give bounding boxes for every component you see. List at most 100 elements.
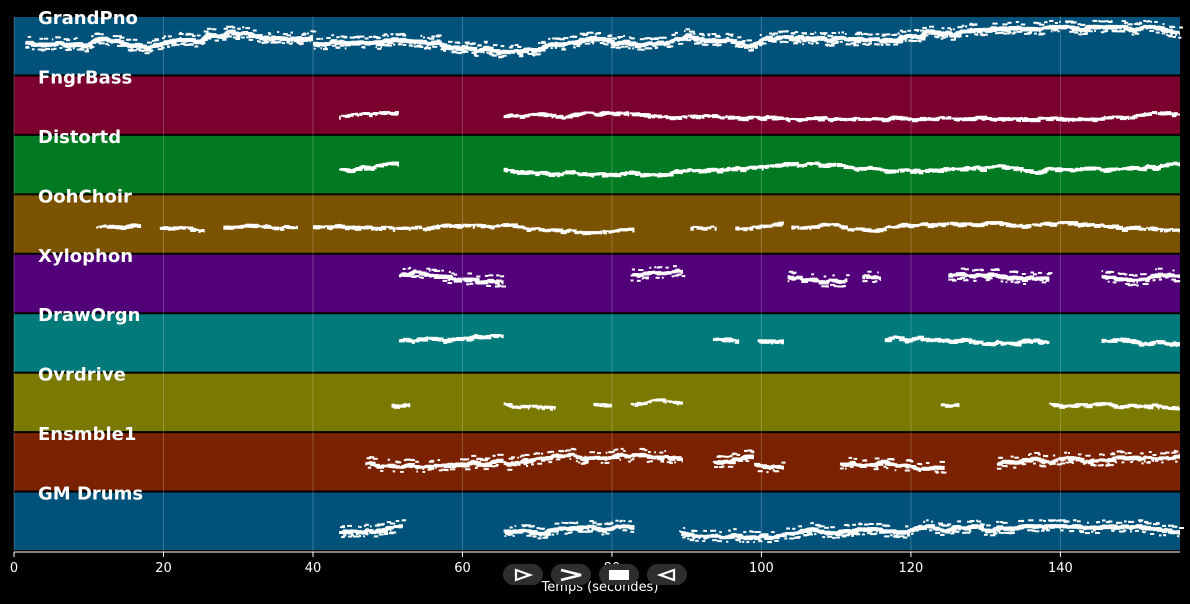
note	[753, 225, 758, 228]
note	[717, 455, 722, 458]
note	[964, 268, 969, 271]
note	[353, 113, 356, 115]
note	[641, 448, 646, 451]
note	[781, 221, 784, 224]
note	[303, 32, 307, 35]
note	[771, 33, 775, 36]
note	[604, 230, 607, 235]
note	[1122, 30, 1125, 33]
note	[524, 227, 528, 230]
note	[659, 116, 663, 119]
note	[242, 26, 245, 29]
note	[814, 31, 817, 34]
note	[1094, 464, 1097, 467]
note	[473, 278, 476, 281]
note	[654, 451, 656, 454]
note	[73, 38, 76, 40]
note	[799, 41, 802, 44]
note	[421, 276, 424, 279]
note	[1125, 404, 1130, 408]
note	[850, 165, 853, 169]
note	[785, 117, 789, 122]
note	[483, 51, 485, 54]
note	[474, 466, 478, 469]
note	[296, 225, 298, 229]
note	[645, 114, 649, 118]
note	[998, 164, 1001, 168]
note	[490, 226, 495, 230]
note	[1034, 32, 1037, 35]
note	[390, 227, 395, 229]
note	[502, 285, 505, 288]
note	[269, 225, 273, 229]
note	[442, 279, 446, 282]
note	[1083, 167, 1086, 170]
note	[694, 42, 699, 45]
note	[309, 35, 312, 40]
note	[1155, 268, 1157, 271]
note	[719, 116, 723, 120]
note	[1066, 455, 1069, 459]
note	[999, 456, 1003, 459]
note	[524, 453, 530, 456]
note	[549, 406, 554, 411]
note	[874, 43, 879, 46]
note	[1008, 276, 1011, 279]
note	[873, 468, 879, 471]
note	[468, 272, 472, 275]
note	[823, 164, 831, 168]
note	[395, 404, 399, 407]
note	[734, 45, 740, 48]
note	[509, 113, 513, 118]
note	[1033, 462, 1036, 465]
note	[574, 454, 577, 458]
note	[648, 173, 651, 176]
note	[1041, 460, 1046, 465]
note	[545, 405, 550, 409]
note	[471, 454, 477, 457]
note	[412, 226, 416, 229]
note	[88, 42, 92, 46]
note	[833, 285, 838, 288]
note	[672, 39, 676, 43]
note	[766, 471, 769, 474]
note	[447, 337, 450, 342]
note	[1084, 32, 1088, 35]
note	[127, 38, 132, 41]
note	[987, 221, 990, 224]
note	[447, 281, 451, 284]
note	[385, 162, 388, 165]
note	[559, 38, 565, 41]
note	[1081, 459, 1084, 463]
note	[889, 116, 894, 120]
note	[505, 168, 508, 173]
note	[184, 226, 188, 229]
note	[1175, 455, 1178, 459]
note	[346, 225, 351, 228]
note	[625, 111, 630, 116]
note	[531, 112, 535, 116]
note	[942, 471, 947, 474]
note	[1043, 454, 1047, 457]
note	[567, 453, 572, 457]
note	[767, 224, 770, 228]
note	[809, 117, 812, 121]
note	[685, 28, 690, 31]
note	[259, 225, 264, 228]
note	[891, 458, 895, 461]
note	[741, 117, 749, 122]
note	[1004, 32, 1011, 35]
note	[1125, 21, 1129, 24]
note	[232, 36, 238, 39]
note	[229, 29, 232, 33]
note	[1145, 226, 1148, 229]
note	[1090, 30, 1093, 33]
note	[230, 30, 232, 34]
note	[1091, 223, 1094, 227]
note	[609, 451, 615, 454]
note	[338, 223, 342, 228]
note	[105, 43, 109, 46]
note	[454, 337, 458, 341]
note	[66, 39, 71, 42]
note	[151, 49, 154, 52]
